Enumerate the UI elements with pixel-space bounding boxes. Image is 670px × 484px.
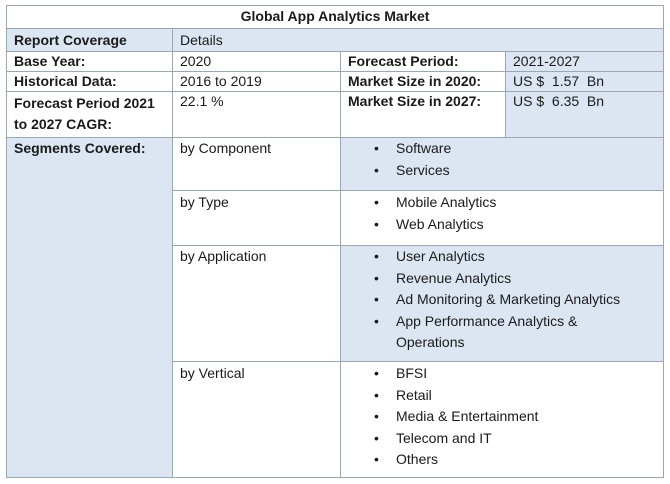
- component-items-bg: [341, 137, 663, 190]
- list-item: • Telecom and IT: [348, 428, 648, 450]
- historical-data-label: Historical Data:: [14, 73, 117, 89]
- list-item: • App Performance Analytics &: [348, 311, 648, 333]
- market-size-2027-label: Market Size in 2027:: [348, 93, 482, 109]
- list-item: • Mobile Analytics: [348, 192, 648, 214]
- bullet-icon: •: [374, 140, 379, 156]
- segments-covered-label: Segments Covered:: [14, 140, 146, 156]
- cagr-value: 22.1 %: [180, 93, 224, 109]
- base-year-label: Base Year:: [14, 53, 86, 69]
- table-title: Global App Analytics Market: [240, 8, 430, 24]
- rule: [505, 51, 506, 137]
- segments-label-bg: [7, 137, 172, 477]
- list-item: • User Analytics: [348, 246, 648, 268]
- market-size-2020-value: US $ 1.57 Bn: [513, 73, 605, 89]
- rule: [172, 361, 664, 362]
- rule: [6, 28, 664, 29]
- bullet-icon: •: [374, 291, 379, 307]
- bullet-icon: •: [374, 312, 379, 329]
- list-item: • Web Analytics: [348, 214, 648, 236]
- forecast-period-value: 2021-2027: [513, 53, 580, 69]
- rule: [172, 190, 664, 191]
- list-item: • Software: [348, 138, 648, 160]
- application-items-bg: [341, 245, 663, 361]
- base-year-value: 2020: [180, 53, 212, 69]
- header-details: Details: [180, 32, 223, 48]
- header-report-coverage: Report Coverage: [14, 32, 127, 48]
- list-item: • BFSI: [348, 363, 648, 385]
- market-size-2020-label: Market Size in 2020:: [348, 73, 482, 89]
- bullet-icon: •: [374, 248, 379, 264]
- component-items: • Software • Services: [348, 138, 648, 181]
- bullet-icon: •: [374, 215, 379, 232]
- rule: [6, 91, 664, 92]
- header-row-bg: [7, 29, 663, 51]
- list-item: • Ad Monitoring & Marketing Analytics: [348, 289, 648, 311]
- forecast-period-label: Forecast Period:: [348, 53, 459, 69]
- cagr-label: Forecast Period 2021 to 2027 CAGR:: [7, 91, 162, 137]
- cagr-label-line2: to 2027 CAGR:: [14, 116, 113, 132]
- bullet-icon: •: [374, 386, 379, 403]
- rule: [340, 51, 341, 478]
- list-item: • Services: [348, 160, 648, 182]
- segment-group-name: by Vertical: [180, 365, 245, 381]
- rule: [6, 137, 664, 138]
- vertical-items: • BFSI • Retail • Media & Entertainment • Te…: [348, 363, 648, 471]
- rule: [172, 245, 664, 246]
- list-item-continuation: Operations: [396, 334, 465, 350]
- segment-group-name: by Type: [180, 194, 229, 210]
- bullet-icon: •: [374, 365, 379, 381]
- cagr-label-line1: Forecast Period 2021: [14, 95, 155, 111]
- size-values-bg: [505, 51, 663, 137]
- bullet-icon: •: [374, 429, 379, 446]
- list-item: • Others: [348, 449, 648, 471]
- rule: [6, 71, 664, 72]
- segment-group-name: by Component: [180, 140, 272, 156]
- list-item: • Retail: [348, 385, 648, 407]
- bullet-icon: •: [374, 194, 379, 210]
- bullet-icon: •: [374, 269, 379, 286]
- bullet-icon: •: [374, 161, 379, 178]
- list-item: • Revenue Analytics: [348, 268, 648, 290]
- type-items: • Mobile Analytics • Web Analytics: [348, 192, 648, 235]
- report-table: [6, 5, 664, 478]
- application-items: • User Analytics • Revenue Analytics • Ad M…: [348, 246, 648, 354]
- bullet-icon: •: [374, 451, 379, 467]
- segment-group-name: by Application: [180, 248, 267, 264]
- historical-data-value: 2016 to 2019: [180, 73, 262, 89]
- rule: [6, 51, 664, 52]
- bullet-icon: •: [374, 408, 379, 424]
- rule: [172, 28, 173, 478]
- list-item: • Media & Entertainment: [348, 406, 648, 428]
- market-size-2027-value: US $ 6.35 Bn: [513, 93, 605, 109]
